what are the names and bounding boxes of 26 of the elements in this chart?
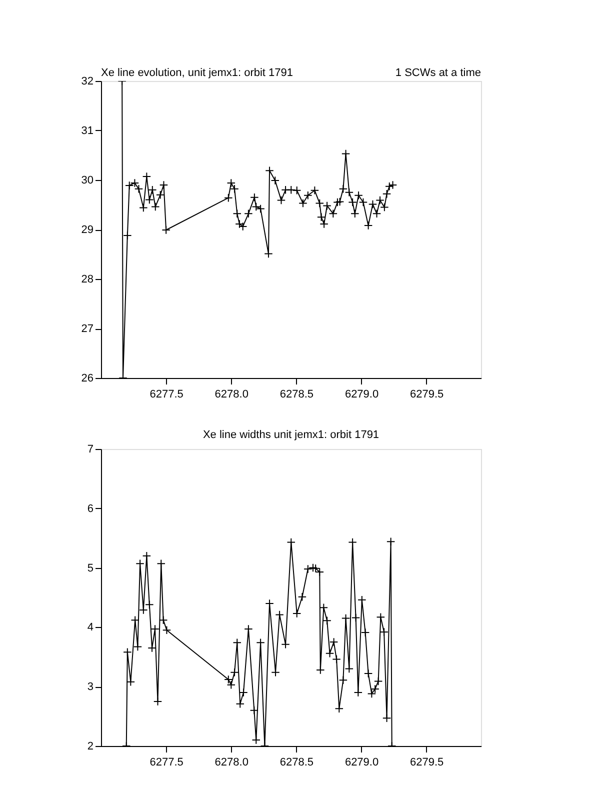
y-tick-label: 30 [81,174,94,186]
x-tick-label: 6278.0 [214,756,248,768]
x-tick-label: 6277.5 [150,756,184,768]
y-tick-label: 4 [87,622,94,634]
y-tick-label: 31 [81,125,94,137]
y-tick-label: 3 [87,681,94,694]
y-tick-label: 7 [87,444,94,456]
x-tick-label: 6277.5 [150,388,184,400]
chart-title: Xe line evolution, unit jemx1: orbit 1791 [101,67,294,79]
y-tick-label: 6 [87,502,94,515]
x-tick-label: 6279.0 [344,388,379,400]
x-tick-label: 6279.0 [344,756,379,768]
chart-subtitle: 1 SCWs at a time [395,67,481,79]
y-tick-label: 32 [81,76,94,88]
y-tick-label: 27 [81,323,94,335]
y-tick-label: 26 [81,372,94,384]
x-tick-label: 6278.5 [280,388,314,400]
y-tick-label: 5 [87,562,94,574]
x-tick-label: 6279.5 [410,388,444,400]
x-tick-label: 6278.5 [280,756,314,768]
y-tick-label: 29 [81,224,94,236]
x-tick-label: 6278.0 [214,388,248,400]
y-tick-label: 28 [81,274,94,286]
y-tick-label: 2 [87,740,94,752]
chart-title: Xe line widths unit jemx1: orbit 1791 [202,429,380,441]
x-tick-label: 6279.5 [410,756,444,768]
